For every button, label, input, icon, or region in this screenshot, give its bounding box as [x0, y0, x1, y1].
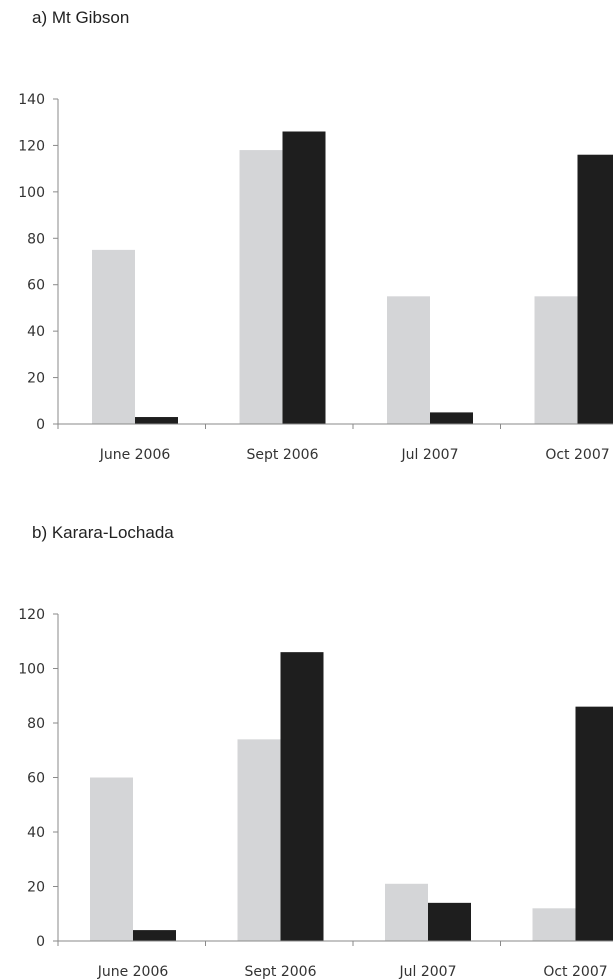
chart-a-bar-3-series-0	[534, 296, 578, 424]
chart-a-bar-2-series-0	[387, 296, 430, 424]
chart-a-y-tick-label: 0	[36, 417, 45, 433]
chart-a-bar-0-series-0	[92, 249, 135, 424]
chart-a-x-tick-label: Jul 2007	[401, 447, 459, 463]
chart-a-x-tick-label: Sept 2006	[247, 447, 319, 463]
chart-a-bar-2-series-1	[430, 412, 473, 424]
chart-b-y-tick-label: 0	[36, 934, 45, 950]
chart-a-bar-3-series-1	[577, 154, 613, 424]
chart-b-bar-1-series-1	[280, 652, 324, 941]
chart-b-title: b) Karara-Lochada	[32, 523, 174, 542]
chart-b-y-tick-label: 120	[18, 607, 45, 623]
chart-b-y-tick-label: 100	[18, 662, 45, 678]
chart-b-bar-0-series-0	[90, 777, 133, 941]
chart-b-bar-1-series-0	[237, 739, 281, 941]
chart-b-x-tick-label: Sept 2006	[245, 964, 317, 979]
chart-b-y-tick-label: 80	[27, 716, 45, 732]
chart-b-bar-0-series-1	[133, 930, 176, 941]
chart-b-bar-3-series-0	[532, 908, 576, 941]
chart-a-x-tick-label: Oct 2007	[545, 447, 609, 463]
chart-a-y-tick-label: 20	[27, 371, 45, 387]
chart-b-y-tick-label: 20	[27, 880, 45, 896]
chart-a-bar-1-series-1	[282, 131, 326, 424]
chart-a-x-tick-label: June 2006	[99, 447, 171, 463]
chart-a-bar-1-series-0	[239, 150, 283, 425]
chart-b-bar-2-series-0	[385, 883, 428, 941]
chart-b-bar-3-series-1	[575, 706, 613, 941]
chart-a-bar-0-series-1	[135, 417, 178, 424]
chart-b-y-tick-label: 60	[27, 771, 45, 787]
chart-a-y-tick-label: 100	[18, 185, 45, 201]
chart-a-y-tick-label: 40	[27, 324, 45, 340]
chart-a-y-tick-label: 60	[27, 278, 45, 294]
chart-a-title: a) Mt Gibson	[32, 8, 130, 27]
chart-b-y-tick-label: 40	[27, 825, 45, 841]
chart-a-y-tick-label: 120	[18, 138, 45, 154]
chart-b-bar-2-series-1	[428, 902, 471, 941]
chart-a-y-tick-label: 80	[27, 231, 45, 247]
chart-b-x-tick-label: Jul 2007	[399, 964, 457, 979]
chart-a-y-tick-label: 140	[18, 92, 45, 108]
chart-b-x-tick-label: Oct 2007	[543, 964, 607, 979]
chart-b-x-tick-label: June 2006	[97, 964, 169, 979]
